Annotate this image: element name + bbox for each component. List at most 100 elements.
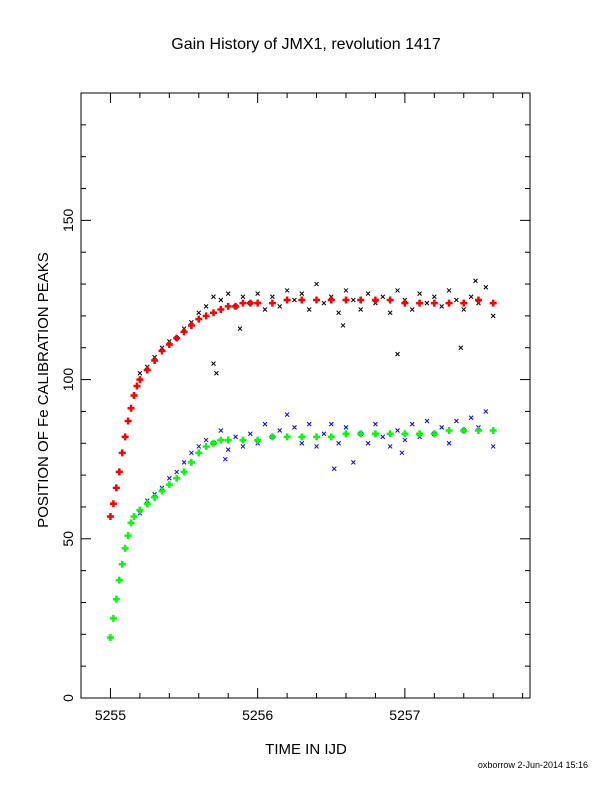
data-point-plus (195, 315, 203, 323)
data-point-plus (246, 299, 254, 307)
data-point-x (166, 475, 172, 481)
data-point-plus (239, 299, 247, 307)
data-point-x (454, 418, 459, 424)
data-point-x (299, 291, 305, 296)
data-point-plus (209, 309, 217, 317)
data-point-x (233, 434, 238, 440)
data-point-plus (202, 442, 210, 450)
data-point-plus (445, 299, 453, 307)
data-point-x (336, 440, 341, 446)
data-point-plus (115, 576, 123, 584)
data-point-x (321, 300, 327, 306)
data-point-x (473, 278, 478, 284)
data-point-x (483, 284, 489, 290)
data-point-plus (112, 484, 120, 492)
data-point-plus (136, 376, 144, 384)
data-point-x (331, 466, 337, 472)
data-point-plus (342, 296, 350, 304)
data-point-x (284, 412, 290, 417)
x-tick-label: 5255 (95, 707, 126, 723)
data-point-x (306, 307, 312, 312)
data-point-x (196, 444, 202, 449)
data-point-plus (327, 433, 335, 441)
data-point-x (446, 288, 452, 293)
data-point-plus (224, 436, 232, 444)
data-point-x (409, 421, 415, 427)
data-point-plus (187, 321, 195, 329)
data-point-plus (224, 302, 232, 310)
y-axis-label: POSITION OF Fe CALIBRATION PEAKS (35, 252, 52, 528)
data-point-x (314, 281, 319, 287)
data-point-plus (283, 296, 291, 304)
data-point-x (461, 307, 467, 312)
data-point-x (240, 294, 246, 300)
data-point-x (203, 437, 209, 443)
data-marks (106, 278, 497, 641)
data-point-x (399, 450, 405, 456)
data-point-x (306, 421, 312, 427)
data-point-plus (401, 430, 409, 438)
data-point-plus (106, 513, 114, 520)
data-point-plus (254, 436, 262, 444)
data-point-plus (130, 392, 138, 399)
data-point-x (174, 469, 180, 475)
data-point-plus (239, 436, 247, 444)
data-point-x (365, 440, 371, 446)
data-point-x (439, 424, 445, 430)
data-point-plus (127, 404, 135, 412)
data-point-x (340, 323, 346, 328)
data-point-x (321, 431, 327, 437)
data-point-x (211, 361, 216, 367)
data-point-plus (143, 500, 151, 508)
data-point-plus (124, 417, 132, 425)
data-point-plus (173, 474, 181, 482)
data-point-plus (298, 433, 306, 441)
axis-ticks: 5255 5256 5257 0 50 100 150 (60, 92, 530, 723)
data-point-x (299, 440, 305, 446)
data-point-plus (386, 430, 394, 438)
data-point-x (395, 351, 400, 357)
data-point-plus (313, 296, 321, 304)
data-point-plus (143, 366, 151, 374)
data-point-x (247, 431, 253, 437)
data-point-x (373, 421, 378, 427)
data-point-plus (489, 427, 497, 435)
data-point-plus (401, 299, 409, 307)
data-point-x (468, 294, 474, 300)
data-point-plus (254, 299, 262, 307)
data-point-plus (416, 430, 424, 438)
data-point-plus (474, 296, 482, 304)
data-point-plus (217, 306, 225, 314)
data-point-x (365, 291, 371, 296)
data-point-plus (460, 427, 468, 435)
data-point-x (292, 424, 297, 430)
data-point-plus (180, 328, 188, 336)
data-point-x (196, 310, 202, 316)
data-point-plus (474, 427, 482, 435)
data-point-x (211, 294, 216, 300)
data-point-plus (430, 430, 438, 438)
data-point-x (431, 294, 437, 300)
data-point-x (409, 307, 415, 312)
y-tick-label: 50 (60, 531, 76, 547)
data-point-x (490, 313, 496, 319)
data-point-x (439, 303, 445, 309)
data-point-x (237, 326, 243, 331)
data-point-x (350, 297, 356, 303)
data-point-x (380, 294, 386, 300)
data-point-plus (112, 595, 120, 603)
data-point-x (277, 428, 283, 433)
data-point-x (314, 444, 319, 449)
data-point-plus (173, 334, 181, 342)
data-point-x (181, 460, 187, 465)
data-point-x (483, 409, 489, 414)
data-point-x (292, 297, 297, 303)
data-point-plus (115, 468, 123, 476)
data-point-x (218, 428, 224, 433)
data-point-plus (298, 296, 306, 304)
data-point-plus (327, 296, 335, 304)
data-point-plus (460, 299, 468, 307)
data-point-plus (136, 506, 144, 514)
data-point-plus (130, 513, 138, 520)
data-point-x (387, 310, 393, 316)
